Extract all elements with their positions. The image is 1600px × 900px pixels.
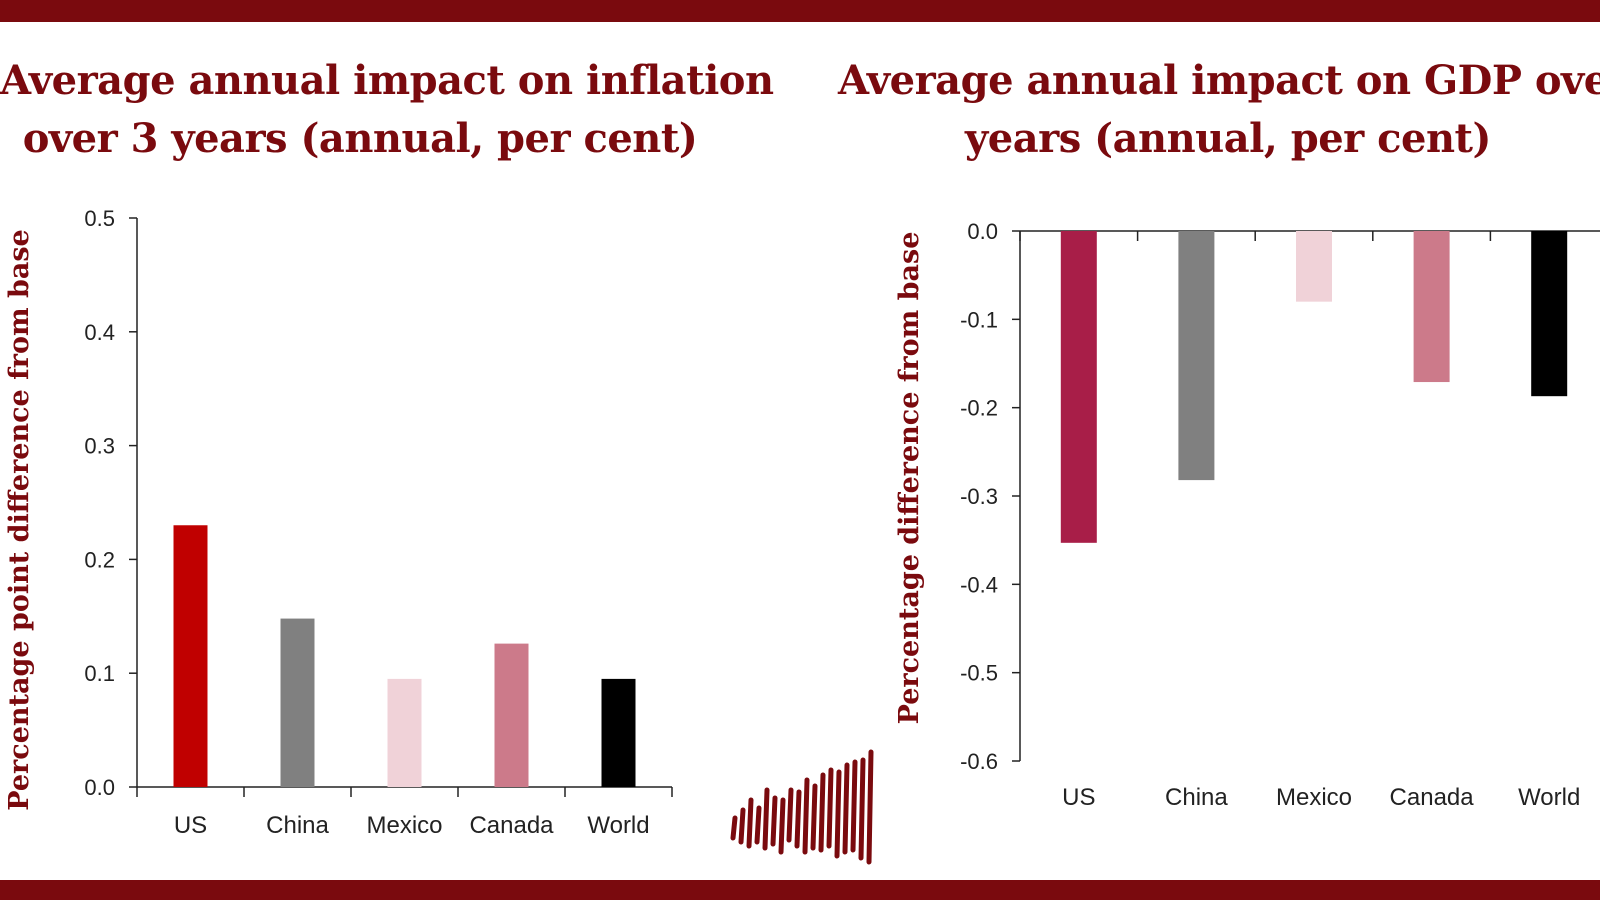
logo-bar [770,795,778,847]
gdp-y-tick-label: 0.0 [967,219,998,244]
inflation-bar-canada [494,643,529,787]
gdp-chart-title: Average annual impact on GDP over 3 year… [838,52,1600,168]
inflation-chart: 0.0 0.1 0.2 0.3 0.4 0.5 US China Mexico Canada Wor… [4,206,673,839]
inflation-y-tick-label: 0.1 [84,661,115,686]
inflation-category-label: US [174,812,207,839]
inflation-category-label: World [587,812,649,839]
logo-bar [866,749,874,865]
gdp-category-label: Canada [1390,784,1475,811]
bars-logo-icon [730,749,874,865]
inflation-category-label: China [266,812,329,839]
logo-bar [786,787,794,843]
gdp-title-line-1: Average annual impact on GDP over 3 [838,57,1600,104]
gdp-y-tick-label: -0.5 [960,661,998,686]
gdp-y-tick-label: -0.2 [960,396,998,421]
inflation-bar-us [173,525,208,787]
inflation-bar-mexico [387,678,422,787]
inflation-y-tick-label: 0.0 [84,775,115,800]
logo-bar [858,757,866,861]
logo-bar [778,797,786,855]
logo-bar [834,769,842,859]
inflation-y-tick-label: 0.3 [84,434,115,459]
inflation-y-tick-label: 0.5 [84,206,115,231]
gdp-category-label: Mexico [1276,784,1352,811]
logo-bar [762,787,770,851]
gdp-y-tick-label: -0.1 [960,307,998,332]
gdp-bar-china [1178,231,1215,481]
gdp-title-line-2: years (annual, per cent) [965,115,1491,162]
logo-bar [746,797,754,849]
inflation-y-tick-label: 0.2 [84,547,115,572]
inflation-category-label: Mexico [366,812,442,839]
inflation-chart-title: Average annual impact on inflation over … [0,52,774,168]
logo-bar [826,767,834,849]
gdp-category-label: US [1062,784,1095,811]
gdp-y-tick-label: -0.6 [960,749,998,774]
gdp-category-label: World [1518,784,1580,811]
gdp-y-tick-label: -0.3 [960,484,998,509]
gdp-category-label: China [1165,784,1228,811]
gdp-chart: 0.0 -0.1 -0.2 -0.3 -0.4 -0.5 -0.6 US China Mexico… [894,219,1600,811]
logo-bar [842,762,850,855]
inflation-title-line-2: over 3 years (annual, per cent) [22,115,698,162]
logo-bar [738,807,746,845]
logo-bar [818,772,826,853]
gdp-bar-canada [1413,231,1450,383]
logo-bar [794,789,802,849]
logo-bar [754,805,762,845]
inflation-y-axis-title: Percentage point difference from base [4,229,35,810]
logo-bar [810,783,818,851]
gdp-y-tick-label: -0.4 [960,572,998,597]
inflation-bar-world [601,678,636,787]
gdp-bar-world [1531,231,1568,397]
inflation-bar-china [280,618,315,787]
gdp-bar-mexico [1296,231,1332,302]
bottom-banner [0,880,1600,900]
inflation-title-line-1: Average annual impact on inflation [0,57,774,104]
logo-bar [802,777,810,855]
inflation-category-label: Canada [469,812,554,839]
logo-bar [850,759,858,853]
top-banner [0,0,1600,22]
inflation-y-tick-label: 0.4 [84,320,115,345]
logo-bars [730,749,874,865]
gdp-bar-us [1060,231,1097,543]
gdp-y-axis-title: Percentage difference from base [894,232,925,725]
logo-bar [730,815,738,841]
